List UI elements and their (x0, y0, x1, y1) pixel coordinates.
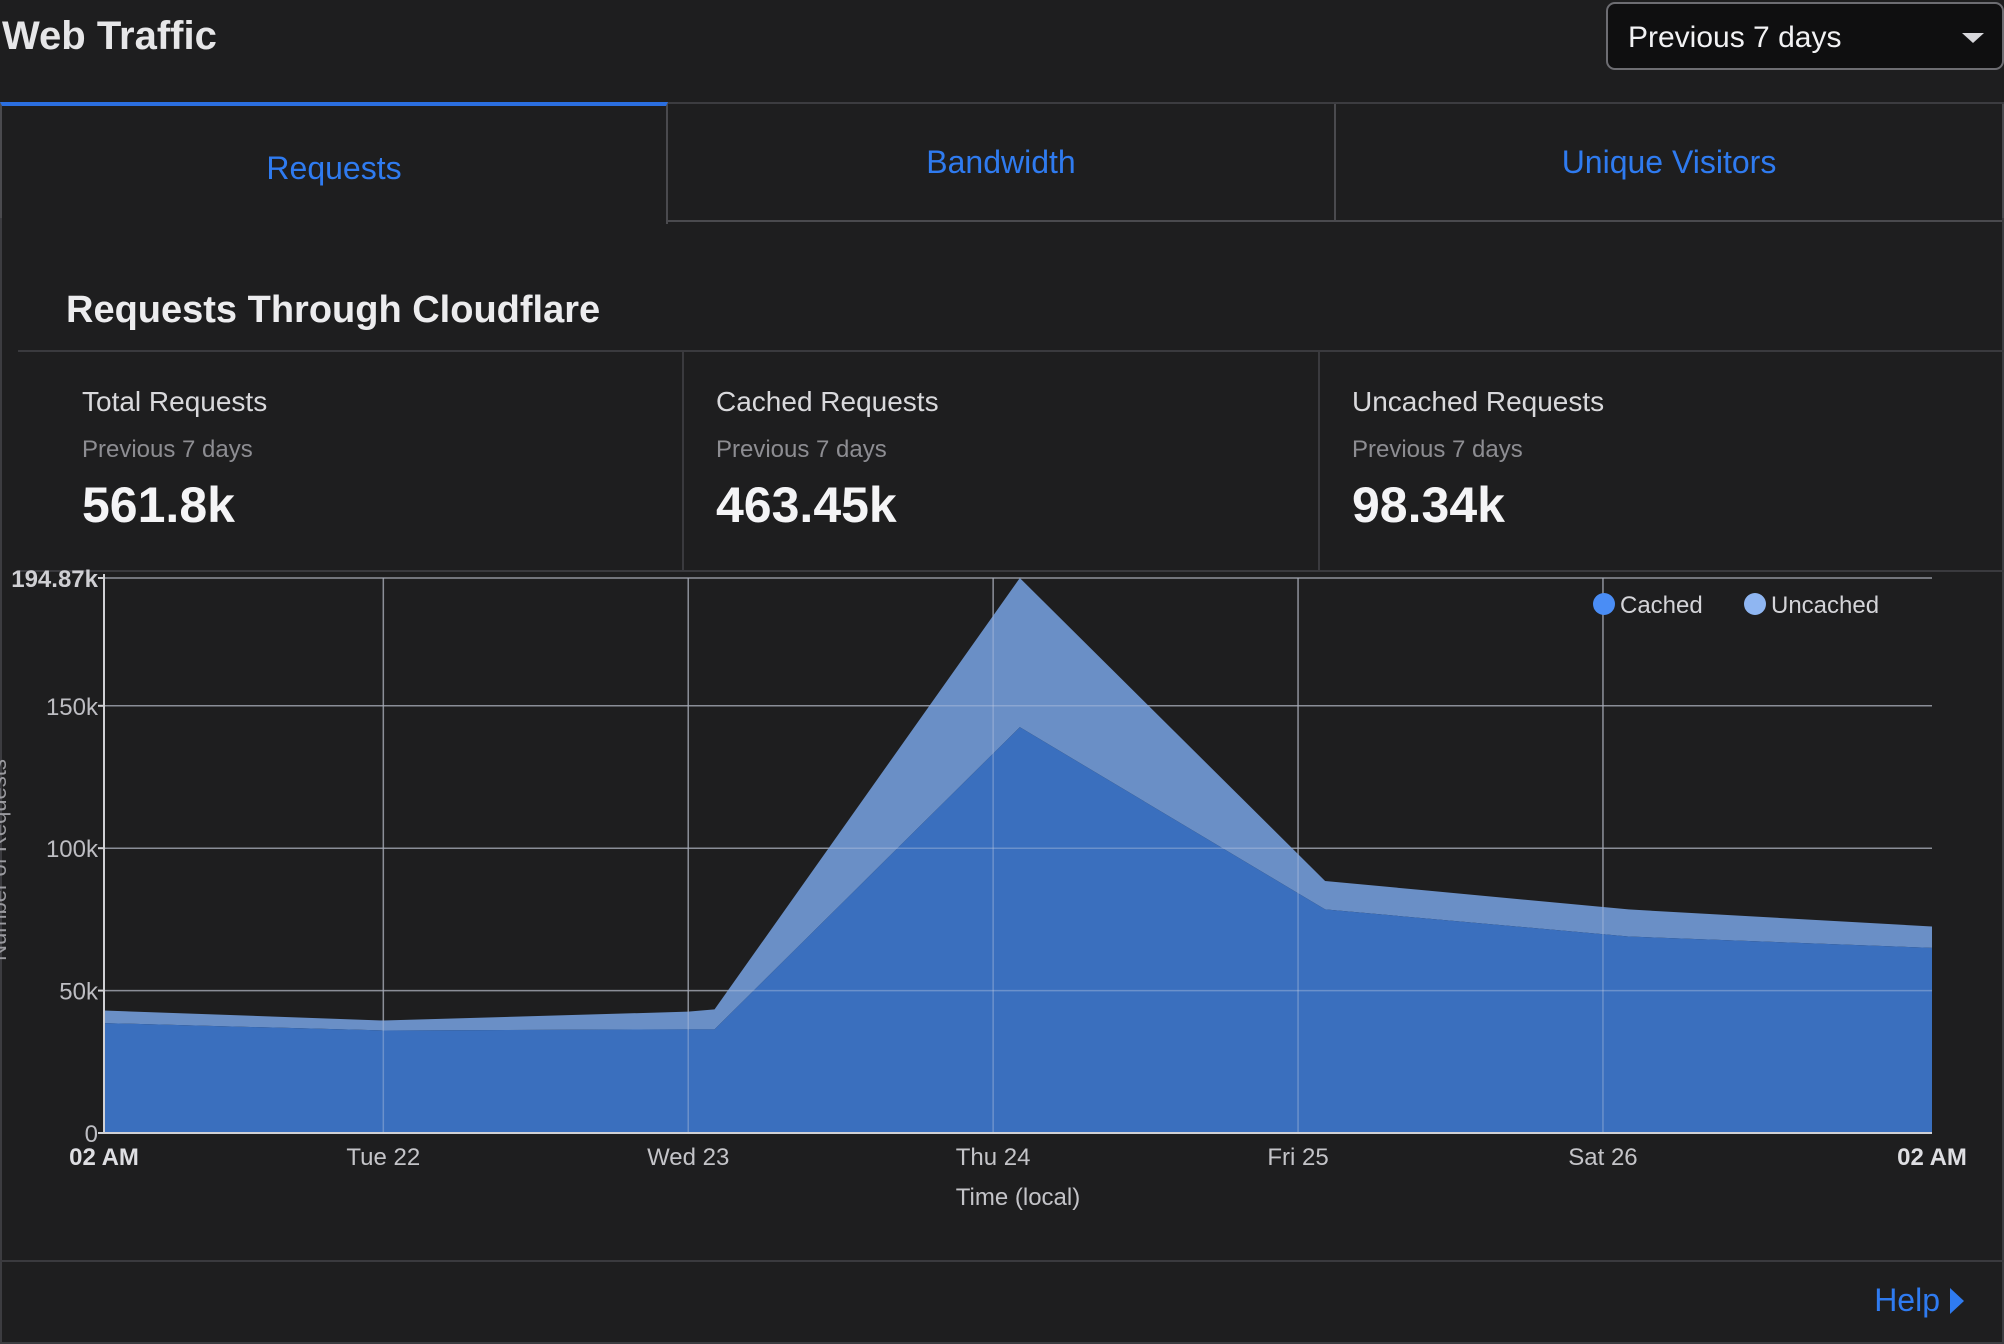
y-tick-label: 194.87k (11, 566, 98, 593)
x-tick-label: 02 AM (69, 1144, 139, 1171)
legend-uncached-swatch (1744, 593, 1766, 615)
help-label: Help (1874, 1282, 1940, 1318)
footer-divider (0, 1260, 2004, 1262)
requests-area-chart[interactable]: 0 50k 100k 150k 194.87k 02 AM Tue 22 Wed 23 Thu … (0, 560, 2004, 1220)
tab-requests[interactable]: Requests (0, 102, 668, 224)
x-axis-title: Time (local) (956, 1184, 1080, 1211)
x-tick-label: Fri 25 (1267, 1144, 1328, 1171)
legend-uncached-label[interactable]: Uncached (1771, 592, 1879, 619)
tab-unique-visitors[interactable]: Unique Visitors (1336, 104, 2004, 222)
x-tick-label: Wed 23 (647, 1144, 729, 1171)
stat-period: Previous 7 days (1352, 436, 1523, 463)
stats-row: Total Requests Previous 7 days 561.8k Ca… (18, 350, 2004, 572)
x-tick-label: 02 AM (1897, 1144, 1967, 1171)
stat-value: 561.8k (82, 477, 235, 533)
stat-value: 98.34k (1352, 477, 1505, 533)
chevron-down-icon (1962, 33, 1984, 43)
period-select[interactable]: Previous 7 days (1606, 2, 2004, 70)
tab-bar: Requests Bandwidth Unique Visitors (0, 102, 2004, 224)
y-tick-label: 50k (59, 979, 99, 1006)
page-title: Web Traffic (2, 14, 217, 58)
stat-cached-requests: Cached Requests Previous 7 days 463.45k (684, 352, 1320, 572)
series-area-uncached (104, 578, 1932, 1031)
caret-right-icon (1950, 1287, 1964, 1314)
stat-label: Total Requests (82, 386, 268, 417)
x-tick-label: Sat 26 (1568, 1144, 1637, 1171)
period-select-value: Previous 7 days (1628, 21, 1842, 54)
y-tick-label: 100k (46, 836, 99, 863)
header: Web Traffic Previous 7 days (0, 0, 2004, 104)
stat-period: Previous 7 days (82, 436, 253, 463)
legend-cached-label[interactable]: Cached (1620, 592, 1703, 619)
series-area-cached (104, 727, 1932, 1133)
x-tick-label: Thu 24 (956, 1144, 1031, 1171)
legend-cached-swatch (1593, 593, 1615, 615)
y-tick-label: 150k (46, 694, 99, 721)
y-axis-title: Number of Requests (0, 759, 11, 961)
stat-label: Cached Requests (716, 386, 939, 417)
help-link[interactable]: Help (1874, 1282, 1964, 1319)
x-tick-label: Tue 22 (346, 1144, 420, 1171)
stat-value: 463.45k (716, 477, 897, 533)
panel-frame (0, 218, 2004, 1344)
stat-label: Uncached Requests (1352, 386, 1605, 417)
tab-bandwidth[interactable]: Bandwidth (668, 104, 1336, 222)
stat-total-requests: Total Requests Previous 7 days 561.8k (18, 352, 684, 572)
stat-period: Previous 7 days (716, 436, 887, 463)
y-tick-label: 0 (85, 1121, 98, 1148)
stat-uncached-requests: Uncached Requests Previous 7 days 98.34k (1320, 352, 2004, 572)
section-title: Requests Through Cloudflare (66, 289, 601, 331)
